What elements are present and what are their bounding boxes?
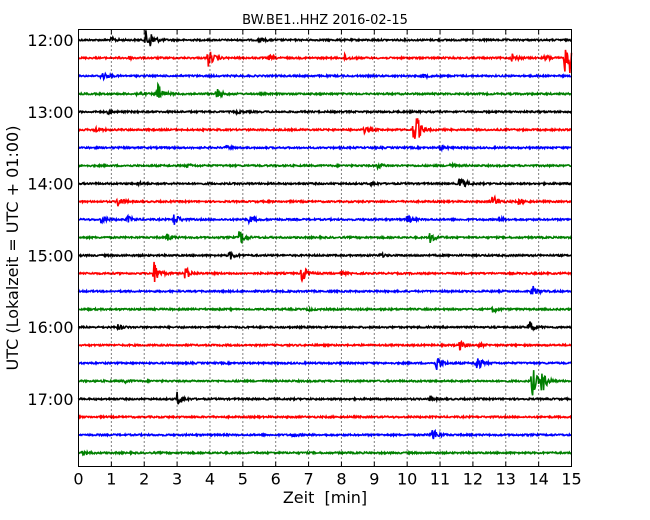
y-tick-label: 12:00 xyxy=(27,31,73,50)
x-tick-label: 11 xyxy=(430,470,450,489)
x-tick-label: 12 xyxy=(463,470,483,489)
axis-ticks xyxy=(78,29,572,467)
chart-title: BW.BE1..HHZ 2016-02-15 xyxy=(242,13,408,28)
x-tick-label: 15 xyxy=(561,470,581,489)
x-tick-label: 1 xyxy=(106,470,116,489)
x-tick-label: 0 xyxy=(73,470,83,489)
seismic-trace xyxy=(78,108,573,117)
seismic-trace xyxy=(77,391,573,405)
trace-group xyxy=(77,30,573,457)
seismic-trace xyxy=(77,357,573,371)
seismic-trace xyxy=(77,30,572,47)
seismic-trace xyxy=(78,231,573,245)
seismic-trace xyxy=(77,194,572,207)
x-tick-label: 8 xyxy=(336,470,346,489)
seismic-trace xyxy=(78,213,573,226)
x-tick-label: 9 xyxy=(369,470,379,489)
seismic-trace xyxy=(77,261,573,284)
seismic-trace xyxy=(78,250,572,260)
x-tick-labels: 0 1 2 3 4 5 6 7 8 9 10 11 12 13 14 15 xyxy=(73,470,581,489)
seismic-trace xyxy=(78,177,572,188)
seismic-trace xyxy=(77,413,573,420)
seismic-trace xyxy=(77,144,573,153)
x-tick-label: 2 xyxy=(139,470,149,489)
seismic-trace xyxy=(77,49,573,74)
x-tick-label: 10 xyxy=(397,470,417,489)
y-tick-label: 16:00 xyxy=(27,318,73,337)
seismic-trace xyxy=(78,449,572,457)
seismic-trace xyxy=(78,71,572,82)
y-axis-label: UTC (Lokalzeit = UTC + 01:00) xyxy=(3,126,22,371)
grid-lines xyxy=(110,29,540,467)
seismic-trace xyxy=(78,118,573,139)
seismic-trace xyxy=(77,339,573,351)
seismic-trace xyxy=(78,81,572,99)
y-tick-label: 17:00 xyxy=(27,390,73,409)
y-tick-labels: 12:00 13:00 14:00 15:00 16:00 17:00 xyxy=(27,31,73,409)
x-tick-label: 7 xyxy=(303,470,313,489)
y-tick-label: 15:00 xyxy=(27,246,73,265)
y-tick-label: 13:00 xyxy=(27,103,73,122)
seismic-trace xyxy=(78,161,572,171)
y-tick-label: 14:00 xyxy=(27,175,73,194)
x-tick-label: 13 xyxy=(496,470,516,489)
seismic-trace xyxy=(77,285,573,296)
seismic-trace xyxy=(78,370,573,396)
x-tick-label: 5 xyxy=(238,470,248,489)
x-axis-label: Zeit [min] xyxy=(283,488,367,507)
x-tick-label: 14 xyxy=(528,470,548,489)
x-tick-label: 6 xyxy=(271,470,281,489)
seismic-trace xyxy=(78,305,573,315)
plot-frame xyxy=(78,29,572,467)
seismic-trace xyxy=(77,428,573,440)
x-tick-label: 3 xyxy=(172,470,182,489)
x-tick-label: 4 xyxy=(205,470,215,489)
seismic-trace xyxy=(77,321,573,332)
